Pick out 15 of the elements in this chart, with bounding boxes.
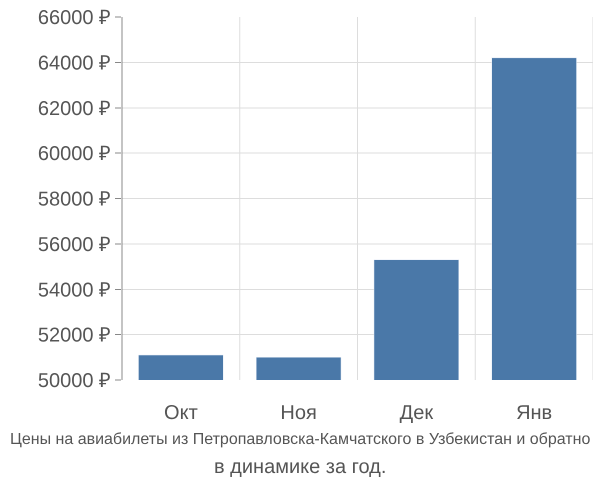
y-tick-label: 64000 ₽ bbox=[38, 52, 111, 74]
y-tick-label: 58000 ₽ bbox=[38, 188, 111, 210]
y-tick-label: 54000 ₽ bbox=[38, 279, 111, 302]
text: в динамике за год. bbox=[214, 456, 386, 478]
y-tick-label: 56000 ₽ bbox=[38, 234, 111, 256]
text: Цены на авиабилеты из Петропавловска-Камчатского в Узбекистан и обратно bbox=[10, 431, 590, 448]
y-tick-label: 66000 ₽ bbox=[38, 7, 111, 29]
x-tick-label: Окт bbox=[164, 402, 198, 424]
y-tick-label: 60000 ₽ bbox=[38, 143, 111, 166]
y-tick-label: 52000 ₽ bbox=[38, 324, 111, 347]
x-tick-label: Дек bbox=[400, 402, 434, 424]
x-tick-label: Янв bbox=[516, 402, 552, 424]
y-tick-label: 62000 ₽ bbox=[38, 98, 111, 120]
x-tick-label: Ноя bbox=[280, 402, 317, 424]
y-tick-label: 50000 ₽ bbox=[38, 370, 111, 392]
